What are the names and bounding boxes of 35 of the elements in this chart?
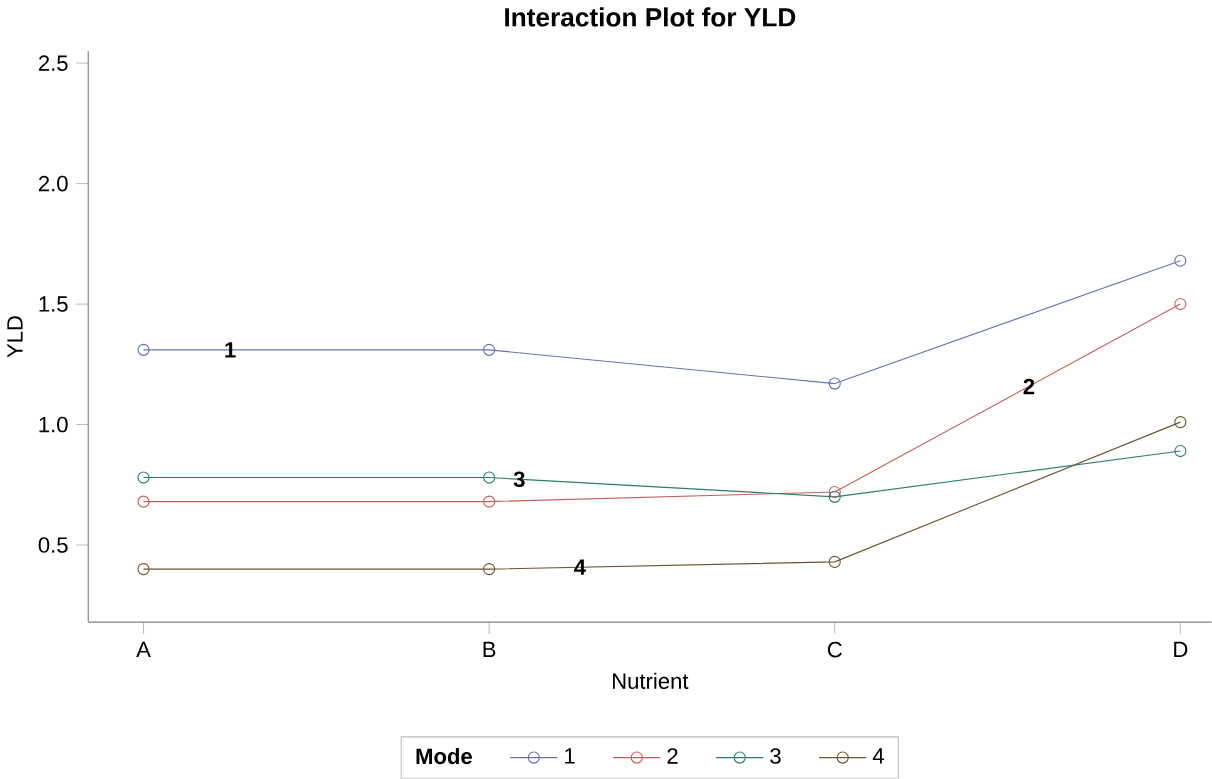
point xyxy=(828,490,841,503)
point xyxy=(137,343,150,356)
y-axis-title: YLD xyxy=(7,316,23,358)
x-axis-title: Nutrient xyxy=(613,672,689,690)
legend-label: 4 xyxy=(872,748,884,764)
y-tick-label: 0.5 xyxy=(38,537,68,553)
x-tick-label: B xyxy=(483,641,496,658)
point xyxy=(1174,254,1187,267)
y-tick-label: 2.5 xyxy=(38,55,68,72)
point xyxy=(137,495,150,508)
text: 1 xyxy=(225,342,236,358)
chart-title: Interaction Plot for YLD xyxy=(505,7,796,27)
x-tick-label: D xyxy=(1174,641,1188,658)
x-tick-label: A xyxy=(136,641,151,658)
point xyxy=(1174,298,1187,311)
y-tick-label: 1.0 xyxy=(39,416,68,433)
text: 2 xyxy=(1023,378,1035,395)
legend-label: 1 xyxy=(565,748,575,764)
legend-label: 3 xyxy=(770,748,781,764)
point xyxy=(1174,416,1187,429)
y-tick-label: 1.5 xyxy=(39,296,68,312)
point xyxy=(828,377,841,390)
point xyxy=(1174,445,1187,458)
legend-title: Mode xyxy=(416,747,472,765)
point xyxy=(483,495,496,508)
point xyxy=(483,471,496,484)
point xyxy=(137,563,150,576)
x-tick-label: C xyxy=(827,641,842,658)
point xyxy=(828,486,841,499)
point xyxy=(483,563,496,576)
legend-label: 2 xyxy=(667,748,678,764)
y-tick-label: 2.0 xyxy=(38,175,68,192)
point xyxy=(483,343,496,356)
point xyxy=(137,471,150,484)
point xyxy=(828,555,841,569)
